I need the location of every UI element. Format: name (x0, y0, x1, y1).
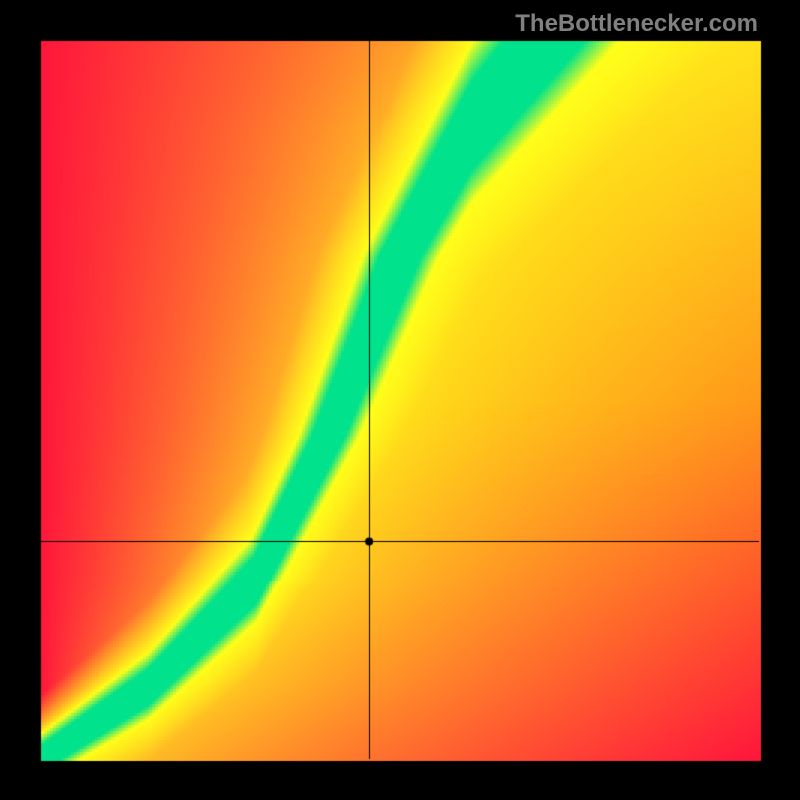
heatmap-canvas (0, 0, 800, 800)
chart-container: TheBottlenecker.com (0, 0, 800, 800)
watermark-text: TheBottlenecker.com (515, 10, 758, 38)
